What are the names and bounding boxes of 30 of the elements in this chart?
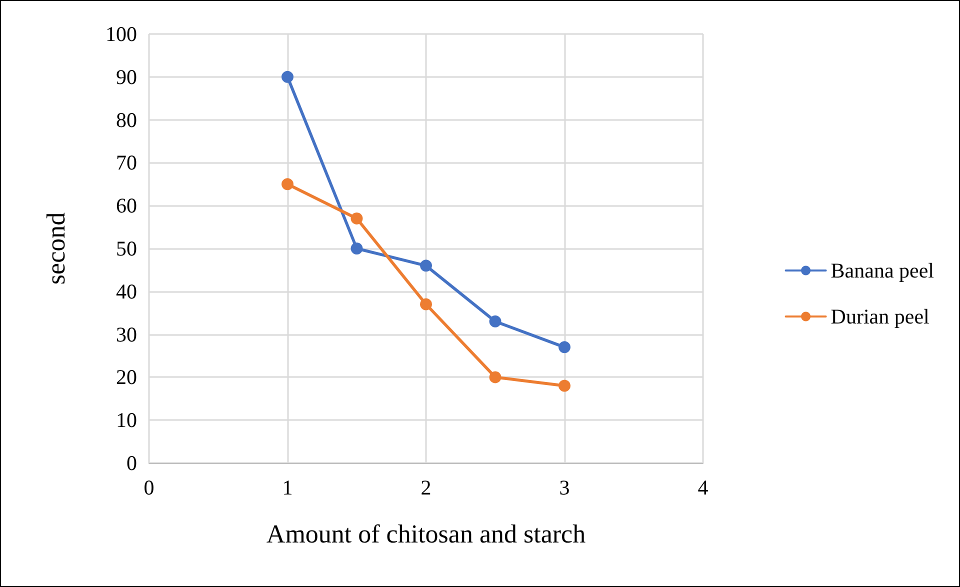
point [282,178,294,190]
y-tick-label: 40 [116,279,137,304]
y-axis-title: second [42,212,70,285]
x-axis-title: Amount of chitosan and starch [266,520,586,548]
y-tick-label: 20 [116,365,137,390]
y-tick-label: 70 [116,150,137,175]
x-tick-label: 4 [698,476,709,500]
x-tick-label: 2 [420,476,432,500]
x-tick-label: 0 [144,476,154,500]
y-tick-label: 0 [126,451,137,475]
point [558,341,570,354]
point [282,70,294,83]
point [350,242,363,254]
y-tick-label: 10 [116,408,137,432]
y-tick-label: 50 [116,236,137,260]
y-tick-label: 60 [116,194,137,218]
legend-label: Banana peel [830,258,934,282]
point [420,298,432,310]
point [558,380,570,392]
point [489,315,502,328]
x-tick-label: 3 [559,476,570,500]
y-tick-label: 90 [116,64,137,89]
y-tick-label: 100 [106,22,137,46]
point [350,212,363,224]
x-tick-label: 1 [282,476,293,500]
y-tick-label: 80 [116,108,137,132]
y-tick-label: 30 [116,322,137,346]
point [420,260,432,272]
legend-label: Durian peel [830,304,930,328]
point [489,371,502,384]
